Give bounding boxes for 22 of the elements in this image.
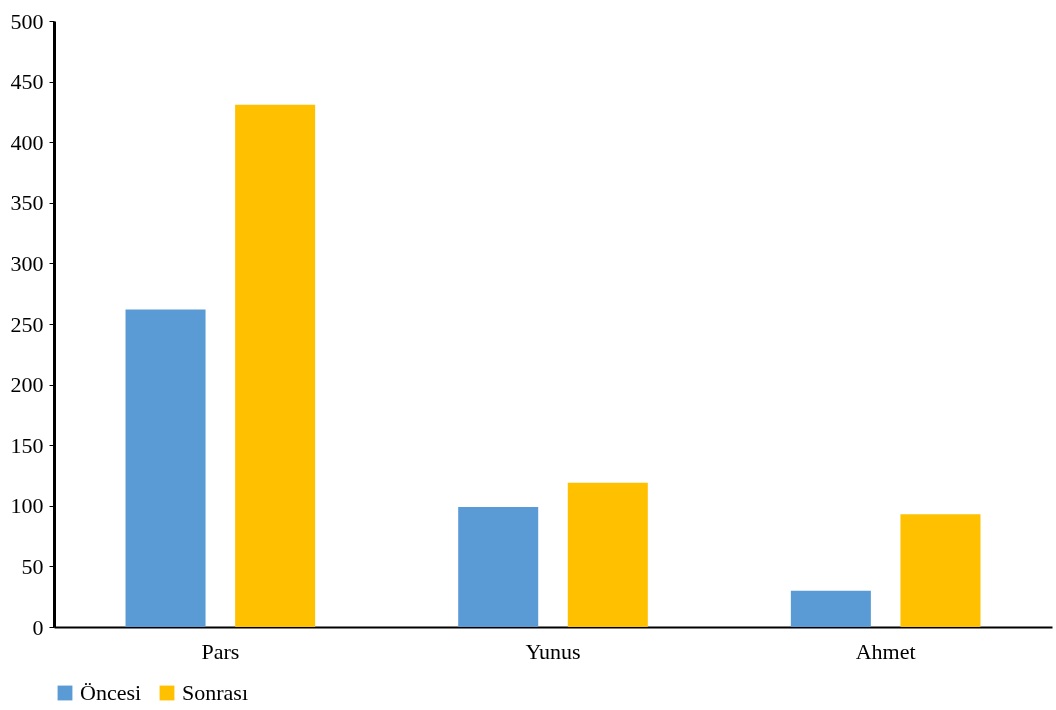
y-tick-label: 150 bbox=[10, 432, 44, 458]
y-tick-label: 450 bbox=[10, 69, 44, 95]
y-tick-label: 300 bbox=[10, 250, 44, 276]
legend-label: Öncesi bbox=[80, 680, 142, 705]
y-tick-label: 250 bbox=[10, 311, 44, 337]
y-tick-label: 0 bbox=[32, 614, 44, 640]
bar bbox=[235, 104, 316, 627]
y-tick-label: 500 bbox=[10, 8, 44, 34]
bar bbox=[567, 482, 648, 627]
bar bbox=[458, 507, 539, 627]
y-tick-label: 100 bbox=[10, 493, 44, 519]
y-tick-label: 350 bbox=[10, 190, 44, 216]
legend-label: Sonrası bbox=[182, 680, 248, 705]
bar bbox=[790, 590, 871, 627]
x-tick-label: Ahmet bbox=[855, 638, 916, 664]
x-tick-label: Pars bbox=[201, 638, 240, 664]
bar bbox=[125, 309, 206, 627]
y-tick-label: 200 bbox=[10, 372, 44, 398]
y-tick-label: 400 bbox=[10, 129, 44, 155]
bar bbox=[900, 514, 981, 627]
x-tick-label: Yunus bbox=[525, 638, 581, 664]
y-tick-label: 50 bbox=[21, 553, 44, 579]
